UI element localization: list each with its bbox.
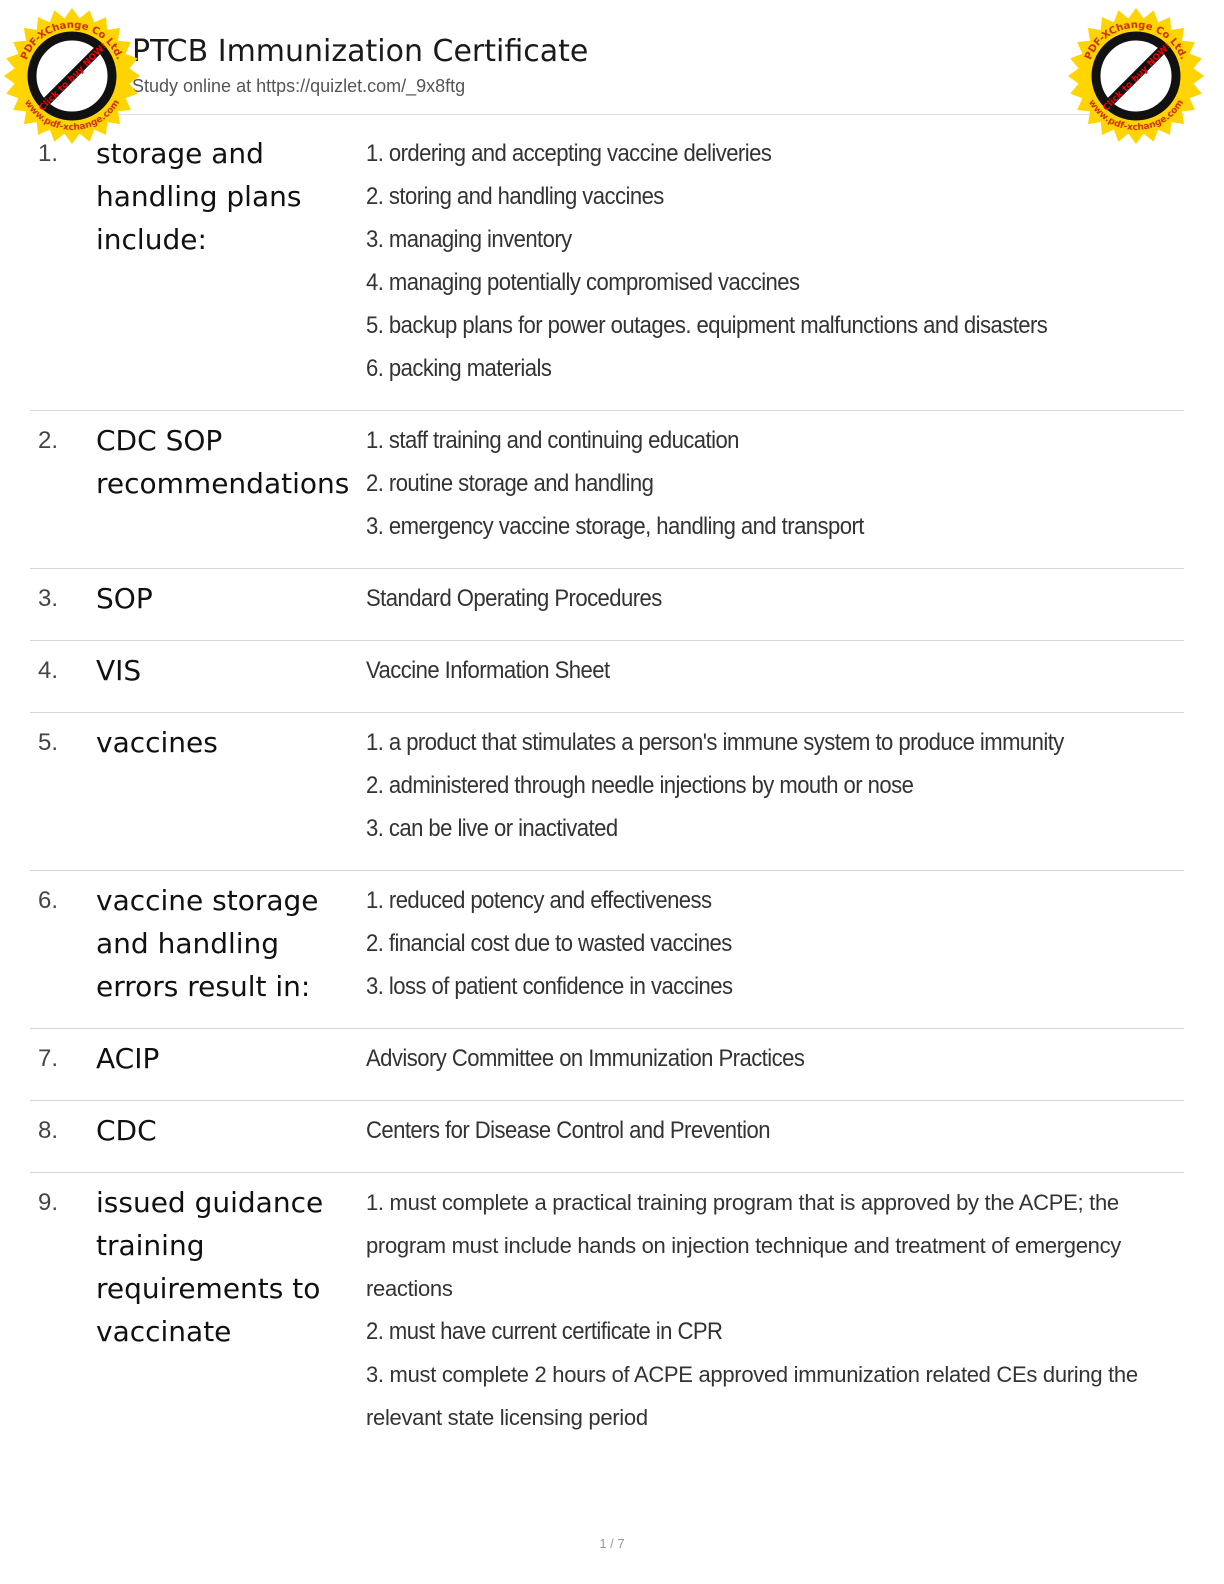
term: storage and handling plans include: — [96, 137, 302, 256]
term: ACIP — [96, 1042, 160, 1075]
definition-line: 3. must complete 2 hours of ACPE approve… — [366, 1362, 1138, 1430]
term-row: 3. SOP Standard Operating Procedures — [30, 569, 1184, 641]
term: CDC SOP recommendations — [96, 424, 350, 500]
row-number: 8. — [38, 1117, 59, 1144]
term: VIS — [96, 654, 142, 687]
flashcard-list: 1. storage and handling plans include: 1. … — [30, 124, 1184, 1459]
definition-line: 4. managing potentially compromised vacc… — [366, 269, 800, 296]
term-row: 7. ACIP Advisory Committee on Immunization… — [30, 1029, 1184, 1101]
definition: Centers for Disease Control and Preventi… — [366, 1109, 1184, 1152]
term: CDC — [96, 1114, 157, 1147]
definition: 1. reduced potency and effectiveness 2. f… — [366, 879, 1184, 1008]
definition-line: 1. reduced potency and effectiveness — [366, 887, 712, 914]
definition-line: 3. managing inventory — [366, 226, 572, 253]
term: SOP — [96, 582, 153, 615]
definition: 1. staff training and continuing educati… — [366, 419, 1184, 548]
row-number: 1. — [38, 140, 59, 167]
row-number: 5. — [38, 729, 59, 756]
term-row: 1. storage and handling plans include: 1. … — [30, 124, 1184, 411]
row-number: 3. — [38, 585, 59, 612]
definition-line: Standard Operating Procedures — [366, 585, 662, 612]
definition-line: 2. routine storage and handling — [366, 470, 654, 497]
term-row: 5. vaccines 1. a product that stimulates a… — [30, 713, 1184, 871]
header-divider — [30, 114, 1184, 115]
definition-line: 1. a product that stimulates a person's … — [366, 729, 1064, 756]
definition: Vaccine Information Sheet — [366, 649, 1184, 692]
definition-line: 1. staff training and continuing educati… — [366, 427, 739, 454]
definition-line: Advisory Committee on Immunization Pract… — [366, 1045, 805, 1072]
term: issued guidance training requirements to… — [96, 1186, 324, 1348]
term-row: 9. issued guidance training requirements … — [30, 1173, 1184, 1459]
row-number: 6. — [38, 887, 59, 914]
term-row: 6. vaccine storage and handling errors re… — [30, 871, 1184, 1029]
definition-line: 5. backup plans for power outages. equip… — [366, 312, 1048, 339]
definition-line: 3. can be live or inactivated — [366, 815, 618, 842]
term: vaccine storage and handling errors resu… — [96, 884, 319, 1003]
definition-line: 3. emergency vaccine storage, handling a… — [366, 513, 864, 540]
page-header: PTCB Immunization Certificate Study onli… — [132, 30, 588, 97]
term-row: 4. VIS Vaccine Information Sheet — [30, 641, 1184, 713]
page-number: 1 / 7 — [599, 1536, 625, 1551]
row-number: 2. — [38, 427, 59, 454]
definition-line: Vaccine Information Sheet — [366, 657, 610, 684]
row-number: 9. — [38, 1189, 59, 1216]
definition-line: 6. packing materials — [366, 355, 552, 382]
definition-line: 2. financial cost due to wasted vaccines — [366, 930, 732, 957]
definition-line: 2. storing and handling vaccines — [366, 183, 664, 210]
definition-line: Centers for Disease Control and Preventi… — [366, 1117, 770, 1144]
definition: 1. a product that stimulates a person's … — [366, 721, 1184, 850]
definition-line: 1. must complete a practical training pr… — [366, 1190, 1121, 1301]
definition: Advisory Committee on Immunization Pract… — [366, 1037, 1184, 1080]
definition: 1. must complete a practical training pr… — [366, 1181, 1184, 1439]
term-row: 2. CDC SOP recommendations 1. staff traini… — [30, 411, 1184, 569]
page-title: PTCB Immunization Certificate — [132, 34, 589, 69]
study-link[interactable]: Study online at https://quizlet.com/_9x8… — [132, 76, 466, 96]
row-number: 7. — [38, 1045, 59, 1072]
term-row: 8. CDC Centers for Disease Control and Pre… — [30, 1101, 1184, 1173]
definition: Standard Operating Procedures — [366, 577, 1184, 620]
row-number: 4. — [38, 657, 59, 684]
definition-line: 1. ordering and accepting vaccine delive… — [366, 140, 772, 167]
definition: 1. ordering and accepting vaccine delive… — [366, 132, 1184, 390]
definition-line: 2. administered through needle injection… — [366, 772, 914, 799]
pdf-xchange-seal-left[interactable]: Click to buy NOW!PDF-XChange Co Ltd.www.… — [2, 6, 142, 146]
pdf-xchange-seal-right[interactable]: Click to buy NOW!PDF-XChange Co Ltd.www.… — [1066, 6, 1206, 146]
definition-line: 3. loss of patient confidence in vaccine… — [366, 973, 733, 1000]
definition-line: 2. must have current certificate in CPR — [366, 1318, 723, 1345]
term: vaccines — [96, 726, 218, 759]
